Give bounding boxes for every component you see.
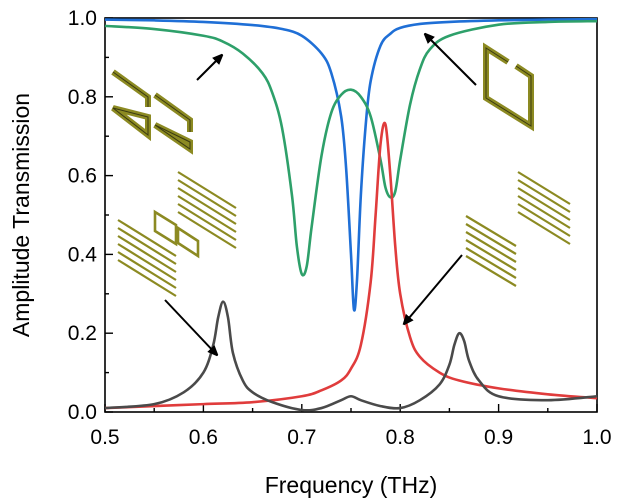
series-line-black [104, 300, 598, 412]
x-tick-label: 0.6 [189, 426, 218, 449]
axis-tick-labels: 0.5 0.6 0.7 0.8 0.9 1.0 0.0 0.2 0.4 0.6 0.8 1.0 [68, 7, 612, 449]
series-line-red [104, 121, 598, 410]
arrow-single-srr-to-green [425, 34, 477, 86]
x-tick-label: 0.9 [484, 426, 513, 449]
x-tick-label: 0.5 [90, 426, 119, 449]
y-tick-label: 1.0 [68, 7, 97, 30]
x-axis-title: Frequency (THz) [265, 472, 438, 498]
y-tick-label: 0.4 [68, 243, 98, 266]
x-tick-label: 0.8 [386, 426, 415, 449]
x-tick-label: 1.0 [582, 426, 611, 449]
x-tick-label: 0.7 [287, 426, 316, 449]
axis-ticks [104, 17, 598, 413]
y-axis-title: Amplitude Transmission [8, 93, 34, 337]
grating-with-srr-illustration [117, 171, 237, 297]
y-tick-label: 0.8 [68, 86, 97, 109]
structure-illustrations [111, 42, 571, 297]
arrow-double-srr-to-blue [196, 55, 222, 81]
arrow-grating-to-red [404, 254, 463, 324]
series-line-blue [104, 17, 598, 312]
y-tick-label: 0.2 [68, 322, 97, 345]
single-srr-illustration-edge [485, 47, 532, 127]
grating-illustration [465, 171, 571, 287]
y-tick-label: 0.6 [68, 165, 97, 188]
data-series [104, 17, 598, 412]
annotation-arrows [164, 34, 477, 355]
arrow-grating-srr-to-black [164, 299, 217, 355]
single-srr-illustration [483, 42, 534, 132]
series-line-green [104, 19, 598, 277]
double-srr-illustration-edge [112, 71, 191, 150]
y-tick-label: 0.0 [68, 401, 97, 424]
